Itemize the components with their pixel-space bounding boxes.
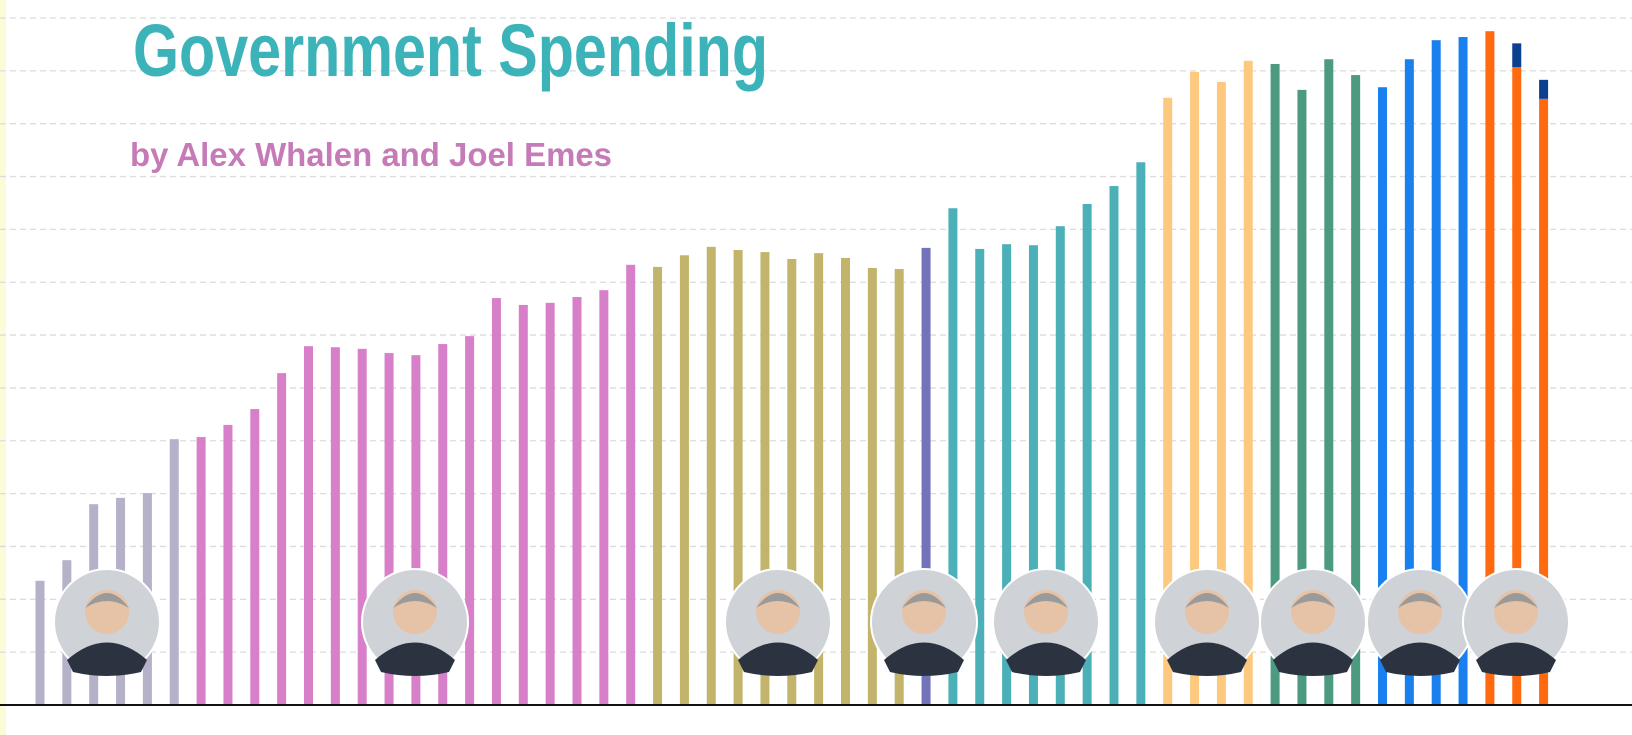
bar: [1539, 80, 1548, 99]
bar: [841, 258, 850, 705]
bar: [1110, 186, 1119, 705]
bar: [304, 346, 313, 705]
portrait: [993, 569, 1099, 676]
bar: [573, 297, 582, 705]
portrait: [362, 569, 468, 676]
left-edge: [0, 0, 6, 735]
bar: [1136, 162, 1145, 705]
portrait: [725, 569, 831, 676]
bar: [519, 305, 528, 705]
portrait: [54, 569, 160, 676]
bar: [492, 298, 501, 705]
portrait: [1260, 569, 1366, 676]
bar: [653, 267, 662, 705]
bar: [599, 290, 608, 705]
chart: Government Spending by Alex Whalen and J…: [0, 0, 1632, 735]
bar: [707, 247, 716, 705]
bar: [250, 409, 259, 705]
chart-subtitle: by Alex Whalen and Joel Emes: [130, 136, 612, 173]
bar: [223, 425, 232, 705]
bar: [546, 303, 555, 705]
portrait: [1367, 569, 1473, 676]
bar: [680, 255, 689, 705]
bar: [358, 349, 367, 705]
bar: [1512, 43, 1521, 67]
bar: [465, 336, 474, 705]
chart-title: Government Spending: [133, 9, 768, 92]
bar: [626, 265, 635, 705]
portrait: [1463, 569, 1569, 676]
bar: [331, 347, 340, 705]
portrait: [1154, 569, 1260, 676]
bar: [975, 249, 984, 705]
bar: [36, 581, 45, 705]
bar: [197, 437, 206, 705]
bar: [277, 373, 286, 705]
bar: [170, 439, 179, 705]
portrait: [871, 569, 977, 676]
page: {"chart_data": { "type": "bar", "title":…: [0, 0, 1632, 735]
